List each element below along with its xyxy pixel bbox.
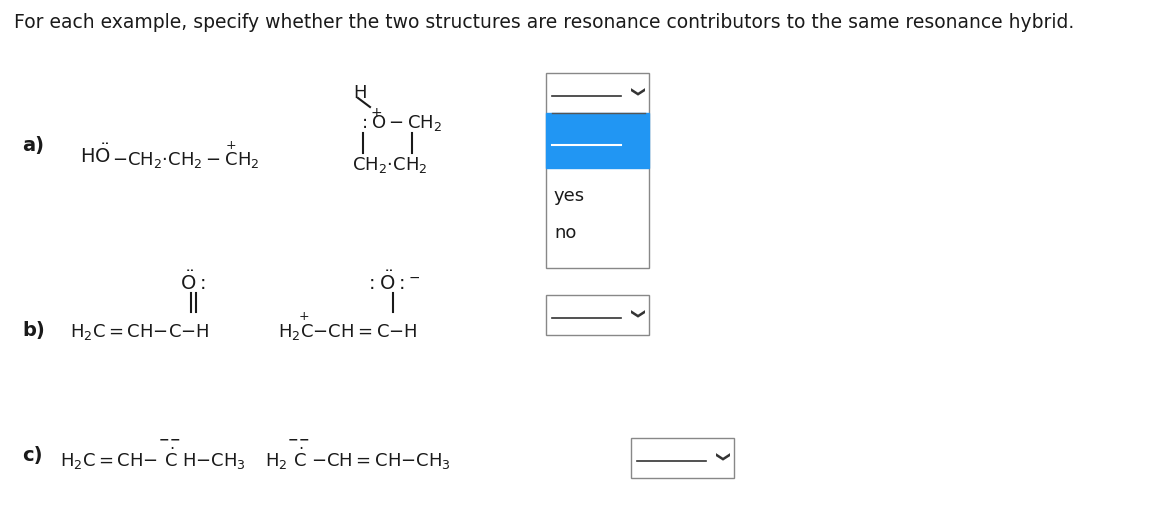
Text: $\mathrm{H_2C{=}CH{-}\overset{\boldsymbol{-\!-}}{\dot{C}}H{-}CH_3}$: $\mathrm{H_2C{=}CH{-}\overset{\boldsymbo… <box>60 437 246 472</box>
Text: $\mathrm{:O-CH_2}$: $\mathrm{:O-CH_2}$ <box>358 113 443 133</box>
Text: ❯: ❯ <box>713 452 727 464</box>
Text: no: no <box>554 224 576 242</box>
Text: a): a) <box>22 135 44 154</box>
Bar <box>546 295 649 335</box>
Text: $\mathrm{\ddot{O}:}$: $\mathrm{\ddot{O}:}$ <box>181 270 205 294</box>
Bar <box>630 438 734 478</box>
Text: ❯: ❯ <box>628 309 642 321</box>
Text: $\mathrm{H_2C{-}CH{=}C{-}H}$: $\mathrm{H_2C{-}CH{=}C{-}H}$ <box>278 322 417 342</box>
Text: $\mathrm{H\ddot{O}}$: $\mathrm{H\ddot{O}}$ <box>80 143 111 167</box>
Text: ❯: ❯ <box>628 87 642 99</box>
Text: $\mathrm{H_2\overset{\boldsymbol{-\!-}}{\dot{C}}{-}CH{=}CH{-}CH_3}$: $\mathrm{H_2\overset{\boldsymbol{-\!-}}{… <box>265 437 451 472</box>
Text: H: H <box>353 84 366 102</box>
Text: c): c) <box>22 446 43 464</box>
Text: $\mathrm{H_2C{=}CH{-}C{-}H}$: $\mathrm{H_2C{=}CH{-}C{-}H}$ <box>70 322 210 342</box>
Bar <box>546 73 649 268</box>
Text: +: + <box>299 310 309 322</box>
Text: $\mathrm{CH_2{\cdot}CH_2}$: $\mathrm{CH_2{\cdot}CH_2}$ <box>352 155 428 175</box>
Text: For each example, specify whether the two structures are resonance contributors : For each example, specify whether the tw… <box>14 12 1074 32</box>
Text: +: + <box>371 106 382 120</box>
Text: $\mathrm{-CH_2{\cdot}CH_2-\overset{+}{C}H_2}$: $\mathrm{-CH_2{\cdot}CH_2-\overset{+}{C}… <box>112 139 260 171</box>
Text: yes: yes <box>554 187 585 205</box>
Text: $\mathrm{:\ddot{O}:}^{-}$: $\mathrm{:\ddot{O}:}^{-}$ <box>365 270 421 294</box>
Bar <box>546 113 649 168</box>
Text: b): b) <box>22 320 45 339</box>
